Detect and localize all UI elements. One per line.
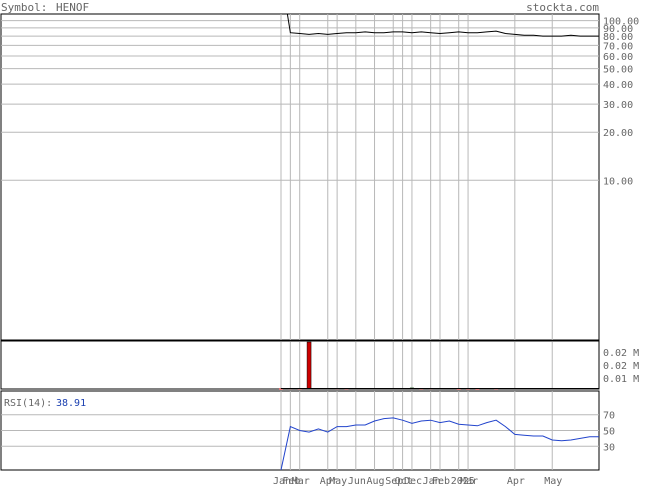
rsi-current-value: 38.91 — [56, 398, 86, 409]
source-label: stockta.com — [526, 1, 599, 14]
price-tick-label: 40.00 — [603, 80, 633, 91]
price-tick-label: 50.00 — [603, 65, 633, 76]
rsi-tick-label: 50 — [603, 427, 615, 438]
x-tick-label: 2025 — [451, 476, 475, 486]
volume-bar — [306, 341, 312, 390]
x-tick-label: Mar — [460, 476, 478, 486]
rsi-tick-label: 30 — [603, 442, 615, 453]
x-tick-label: Jun — [348, 476, 366, 486]
x-tick-label: Sep — [385, 476, 403, 486]
price-tick-label: 100.00 — [603, 17, 639, 28]
x-tick-label: Jan — [423, 476, 441, 486]
price-tick-label: 10.00 — [603, 176, 633, 187]
rsi-layer — [280, 417, 599, 471]
x-tick-label: Feb — [282, 476, 300, 486]
symbol-label: Symbol: — [1, 1, 47, 14]
price-tick-label: 90.00 — [603, 24, 633, 35]
x-tick-label: May — [544, 476, 562, 486]
volume-tick-label: 0.02 M — [603, 348, 639, 359]
volume-layer — [279, 341, 599, 390]
x-tick-label: Aug — [367, 476, 385, 486]
volume-tick-label: 0.01 M — [603, 374, 639, 385]
x-tick-label: May — [329, 476, 347, 486]
x-tick-label: Feb — [432, 476, 450, 486]
price-tick-label: 20.00 — [603, 128, 633, 139]
price-tick-label: 70.00 — [603, 41, 633, 52]
price-tick-label: 80.00 — [603, 32, 633, 43]
x-tick-label: Dec — [404, 476, 422, 486]
rsi-line — [280, 417, 599, 471]
symbol-value: HENOF — [56, 1, 89, 14]
x-tick-label: Apr — [320, 476, 338, 486]
rsi-tick-label: 70 — [603, 411, 615, 422]
price-line — [286, 14, 599, 37]
grid-layer — [1, 14, 599, 470]
price-tick-label: 60.00 — [603, 52, 633, 63]
price-layer — [286, 14, 599, 37]
x-tick-label: Apr — [507, 476, 525, 486]
volume-tick-label: 0.02 M — [603, 361, 639, 372]
price-tick-label: 30.00 — [603, 100, 633, 111]
x-tick-label: Oct — [395, 476, 413, 486]
x-tick-label: Jan — [273, 476, 291, 486]
x-tick-label: Mar — [292, 476, 310, 486]
rsi-label: RSI(14): — [4, 398, 52, 409]
